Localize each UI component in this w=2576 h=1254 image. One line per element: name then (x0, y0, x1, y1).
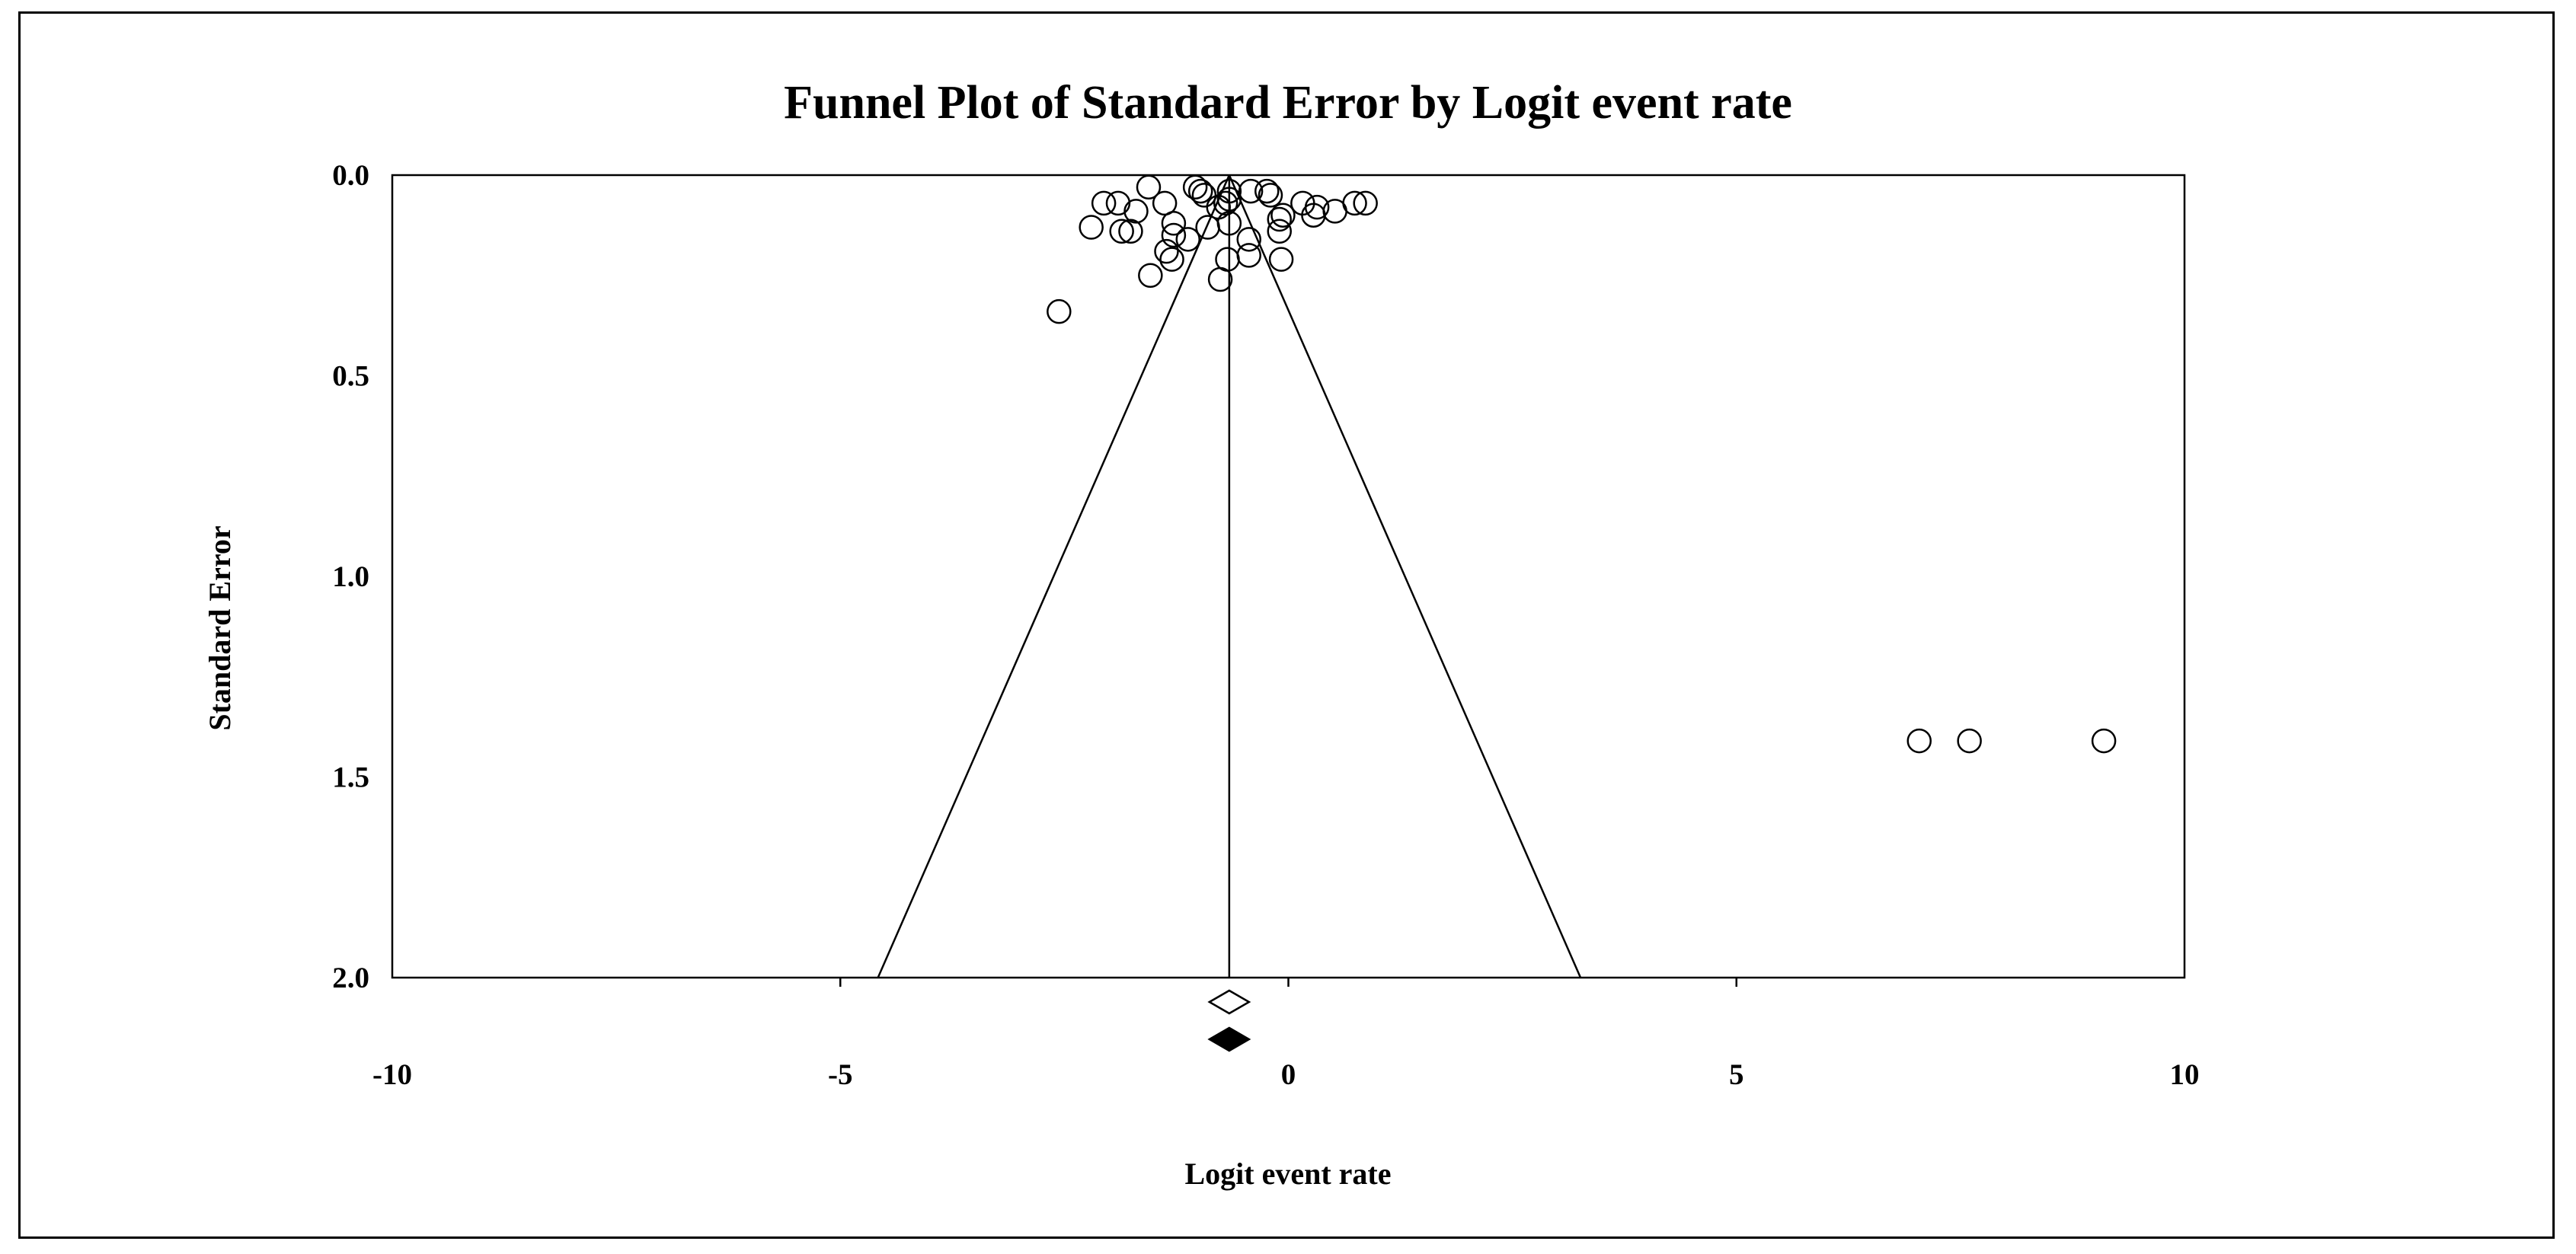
data-point (1213, 190, 1238, 216)
data-point (1091, 190, 1117, 216)
data-point (1236, 243, 1261, 268)
data-point (1161, 222, 1187, 248)
chart-title: Funnel Plot of Standard Error by Logit e… (784, 77, 1792, 129)
data-point (1109, 219, 1134, 244)
x-tick-label: -10 (372, 1058, 412, 1091)
data-point (1353, 190, 1378, 216)
y-axis-title: Standard Error (203, 525, 237, 730)
y-tick-label: 2.0 (332, 962, 369, 994)
data-point (1159, 247, 1184, 272)
x-tick-label: 10 (2170, 1058, 2200, 1091)
data-point (1105, 190, 1131, 216)
x-tick-label: -5 (828, 1058, 853, 1091)
data-point (1957, 728, 1982, 754)
data-point (1118, 219, 1143, 244)
x-tick-label: 0 (1281, 1058, 1296, 1091)
data-point (1267, 219, 1292, 244)
y-tick-label: 0.0 (332, 159, 369, 192)
y-tick-label: 1.0 (332, 560, 369, 593)
data-point (1267, 206, 1292, 232)
plot-area (391, 174, 2186, 979)
summary-diamonds (1207, 989, 1251, 1052)
data-point (1270, 203, 1296, 228)
data-point (1268, 247, 1294, 272)
data-point (1161, 210, 1187, 236)
data-point (1047, 298, 1072, 324)
funnel-right-line (1228, 174, 1582, 978)
data-point (1301, 203, 1326, 228)
figure-border (18, 11, 2555, 1239)
x-axis-title: Logit event rate (1184, 1157, 1391, 1191)
summary-diamond-observed (1207, 989, 1251, 1015)
data-point (1175, 227, 1200, 252)
data-point (1258, 183, 1283, 208)
summary-diamond-imputed (1207, 1026, 1251, 1052)
data-point (1182, 174, 1208, 200)
data-point (1187, 178, 1213, 204)
y-tick-label: 0.5 (332, 360, 369, 393)
data-point (1254, 178, 1280, 204)
x-axis: -10 -5 0 5 10 (372, 978, 2200, 1091)
y-tick-label: 1.5 (332, 761, 369, 794)
data-point (1138, 263, 1163, 288)
data-point (1906, 728, 1932, 754)
data-point (1195, 215, 1220, 240)
data-point (2091, 728, 2117, 754)
data-point (1136, 174, 1162, 200)
data-point (1123, 199, 1149, 224)
y-axis: 0.0 0.5 1.0 1.5 2.0 (332, 159, 369, 994)
data-point (1079, 215, 1104, 240)
data-point (1154, 238, 1179, 264)
data-point (1152, 190, 1178, 216)
data-point (1191, 183, 1217, 208)
funnel-left-line (877, 174, 1230, 978)
x-tick-label: 5 (1729, 1058, 1744, 1091)
data-point (1236, 227, 1261, 252)
data-point (1238, 178, 1264, 204)
data-point (1207, 266, 1233, 292)
study-points (1047, 174, 2117, 754)
